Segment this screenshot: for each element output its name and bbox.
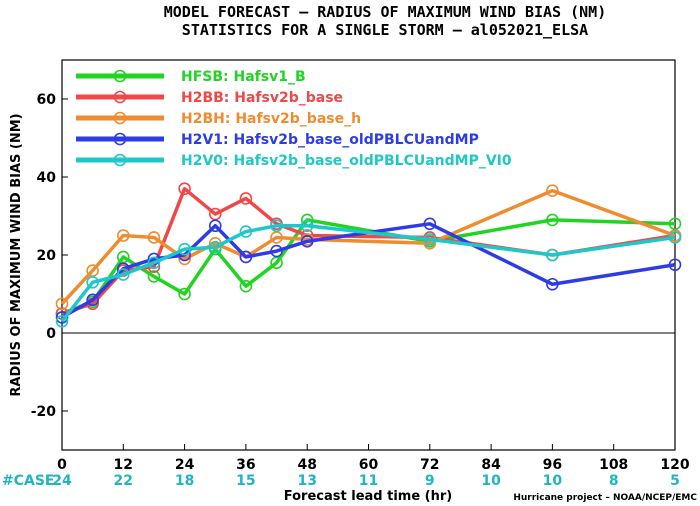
y-tick-label: 60: [37, 92, 57, 108]
case-count: 5: [670, 473, 680, 489]
data-point: [178, 182, 191, 195]
case-count: 8: [609, 473, 619, 489]
x-tick-label: 96: [543, 457, 562, 473]
data-point: [270, 244, 283, 258]
data-point: [55, 297, 69, 311]
data-point: [423, 217, 437, 231]
x-tick-label: 36: [236, 457, 255, 473]
data-point: [86, 293, 99, 307]
x-tick-label: 12: [114, 457, 133, 473]
legend-swatch-marker: [113, 111, 127, 125]
data-point: [668, 258, 682, 272]
data-point: [208, 240, 222, 254]
data-point: [239, 250, 253, 264]
legend-label: H2V0: Hafsv2b_base_oldPBLCUandMP_VI0: [181, 153, 512, 169]
data-point: [86, 275, 99, 289]
data-point: [147, 270, 161, 283]
series-layer: [55, 182, 682, 328]
legend-label: HFSB: Hafsv1_B: [181, 69, 306, 85]
case-label: #CASE: [2, 473, 55, 489]
case-counts: 24 22 18 15 13 11 9 10 10 8 5: [52, 473, 680, 489]
case-count: 13: [297, 473, 316, 489]
data-point: [668, 231, 682, 244]
case-count: 15: [236, 473, 255, 489]
legend-entry-h2bb: H2BB: Hafsv2b_base: [76, 90, 343, 106]
y-axis-label: RADIUS OF MAXIMUM WIND BIAS (NM): [9, 113, 24, 396]
case-count: 22: [114, 473, 133, 489]
case-count: 18: [175, 473, 194, 489]
legend-entry-h2v0: H2V0: Hafsv2b_base_oldPBLCUandMP_VI0: [76, 153, 512, 169]
case-count: 11: [359, 473, 378, 489]
x-axis-label: Forecast lead time (hr): [284, 489, 452, 504]
data-point: [300, 219, 314, 233]
data-point: [546, 213, 559, 227]
x-tick-label: 84: [481, 457, 501, 473]
data-point: [546, 277, 559, 291]
data-point: [270, 219, 283, 233]
y-tick-label: -20: [31, 404, 57, 420]
legend-label: H2V1: Hafsv2b_base_oldPBLCUandMP: [181, 132, 479, 148]
data-point: [178, 242, 191, 256]
case-count: 10: [543, 473, 563, 489]
legend: HFSB: Hafsv1_B H2BB: Hafsv2b_base H2BH: Ha…: [76, 69, 512, 169]
legend-entry-hfsb: HFSB: Hafsv1_B: [76, 69, 306, 85]
x-tick-label: 108: [599, 457, 628, 473]
data-point: [55, 314, 69, 328]
data-point: [117, 268, 130, 281]
data-point: [423, 233, 437, 246]
chart-title-line2: STATISTICS FOR A SINGLE STORM – al052021…: [182, 21, 588, 39]
y-tick-label: 40: [37, 170, 57, 186]
data-point: [55, 311, 69, 324]
x-tick-label: 0: [57, 457, 67, 473]
legend-swatch-marker: [113, 90, 127, 104]
y-tick-label: 20: [37, 248, 57, 264]
data-point: [147, 231, 161, 244]
x-tick-label: 60: [359, 457, 379, 473]
plot-area: [61, 59, 676, 451]
series-line: [61, 218, 676, 316]
case-count: 24: [52, 473, 72, 489]
legend-swatch-marker: [113, 69, 127, 83]
y-axis-ticks: -20 0 20 40 60: [31, 92, 68, 420]
data-point: [239, 279, 253, 293]
credit-text: Hurricane project – NOAA/NCEP/EMC: [513, 493, 697, 503]
data-point: [239, 225, 253, 238]
legend-swatch-marker: [113, 153, 127, 167]
x-tick-label: 48: [297, 457, 316, 473]
data-point: [546, 248, 559, 262]
x-tick-label: 72: [420, 457, 439, 473]
legend-swatch-marker: [113, 132, 127, 146]
data-point: [300, 235, 314, 248]
chart-title-line1: MODEL FORECAST – RADIUS OF MAXIMUM WIND …: [164, 3, 607, 21]
data-point: [147, 256, 161, 270]
y-tick-label: 0: [46, 326, 56, 342]
legend-entry-h2v1: H2V1: Hafsv2b_base_oldPBLCUandMP: [76, 132, 479, 148]
legend-label: H2BB: Hafsv2b_base: [181, 90, 343, 106]
data-point: [208, 219, 222, 233]
data-point: [239, 192, 253, 205]
data-point: [546, 184, 559, 197]
series-h2v0: [55, 219, 682, 328]
case-count: 10: [481, 473, 501, 489]
x-tick-label: 120: [660, 457, 689, 473]
case-count: 9: [425, 473, 435, 489]
x-axis-ticks: 0 12 24 36 48 60 72 84 96 108 120: [57, 444, 690, 473]
legend-label: H2BH: Hafsv2b_base_h: [181, 111, 361, 127]
data-point: [117, 229, 130, 242]
x-tick-label: 24: [175, 457, 195, 473]
legend-entry-h2bh: H2BH: Hafsv2b_base_h: [76, 111, 361, 127]
data-point: [178, 287, 191, 301]
